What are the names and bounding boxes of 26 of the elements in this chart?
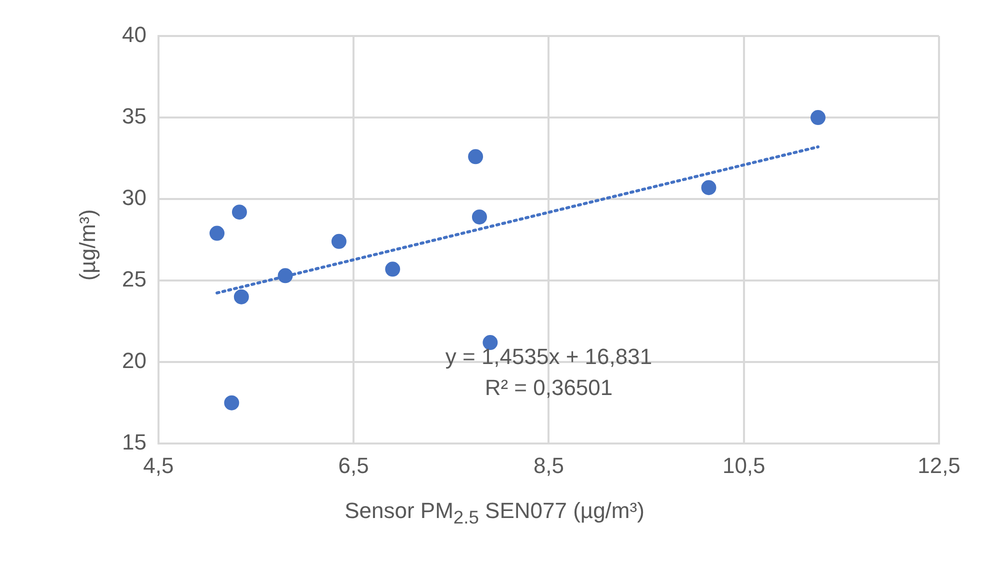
point <box>468 149 484 164</box>
point <box>472 209 487 224</box>
x-tick-label: 12,5 <box>918 452 960 478</box>
point <box>224 395 240 410</box>
point <box>210 226 225 241</box>
annotation: R² = 0,36501 <box>484 375 613 400</box>
y-tick-label: 30 <box>122 185 146 210</box>
y-tick-label: 35 <box>122 104 146 129</box>
y-tick-label: 40 <box>122 22 146 48</box>
point <box>331 234 346 249</box>
point <box>278 268 293 284</box>
x-tick-label: 4,5 <box>143 452 174 478</box>
point <box>234 289 249 304</box>
y-tick-label: 20 <box>122 348 146 374</box>
point <box>810 110 826 126</box>
y-tick-label: 25 <box>122 266 146 292</box>
point <box>701 180 716 196</box>
x-tick-label: 8,5 <box>533 452 564 478</box>
annotation: y = 1,4535x + 16,831 <box>445 344 652 370</box>
y-axis-title: (µg/m³) <box>75 209 101 281</box>
x-tick-label: 6,5 <box>338 452 369 478</box>
point <box>385 262 400 277</box>
point <box>232 204 247 220</box>
x-tick-label: 10,5 <box>722 452 766 478</box>
y-tick-label: 15 <box>122 430 146 455</box>
x-axis-title: Sensor PM$_{2.5}$ SEN077 (µg/m³) <box>344 498 646 528</box>
